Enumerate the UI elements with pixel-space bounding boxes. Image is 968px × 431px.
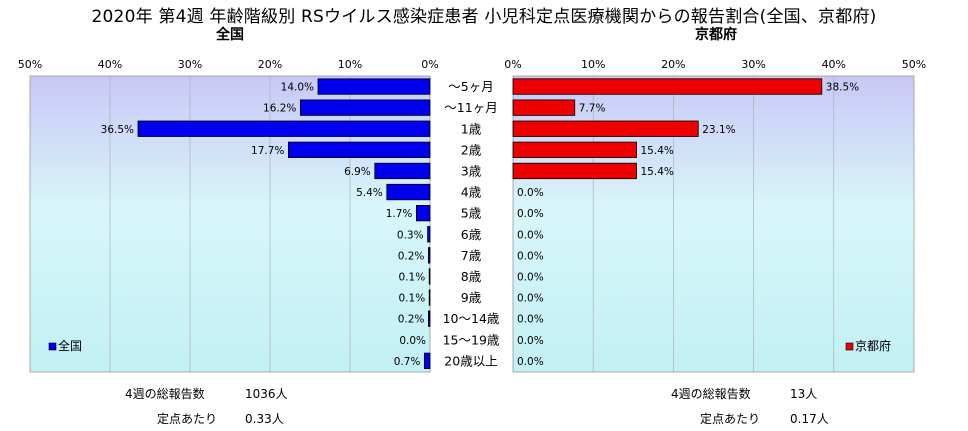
kyoto-tick-label: 40%: [822, 58, 846, 71]
category-label: 15～19歳: [443, 332, 500, 347]
national-bar: [427, 310, 431, 327]
national-bar: [423, 352, 431, 370]
category-label: 20歳以上: [444, 353, 497, 368]
kyoto-tick-label: 0%: [504, 58, 521, 71]
national-bar: [427, 226, 431, 243]
kyoto-plot-area: [512, 75, 915, 373]
national-tick-label: 20%: [258, 58, 282, 71]
national-per-value: 0.33人: [245, 412, 284, 426]
kyoto-total-value: 13人: [790, 387, 818, 401]
category-label: 10～14歳: [443, 311, 500, 326]
national-value-label: 17.7%: [251, 145, 284, 157]
category-label: 1歳: [461, 121, 482, 136]
national-bar: [386, 183, 431, 201]
national-legend-swatch: [48, 342, 57, 351]
category-label: 4歳: [461, 185, 482, 200]
kyoto-value-label: 7.7%: [579, 103, 606, 115]
category-label: 9歳: [461, 290, 482, 305]
kyoto-legend-swatch: [845, 342, 854, 351]
category-label: ～5ヶ月: [448, 79, 493, 94]
national-bar: [428, 268, 431, 285]
national-value-label: 36.5%: [101, 124, 134, 136]
kyoto-bar: [512, 162, 637, 180]
national-bar: [374, 162, 431, 180]
national-value-label: 0.7%: [394, 356, 421, 368]
kyoto-value-label: 23.1%: [702, 124, 735, 136]
kyoto-value-label: 15.4%: [641, 145, 674, 157]
national-value-label: 0.1%: [399, 293, 426, 305]
national-value-label: 0.3%: [397, 229, 424, 241]
kyoto-value-label: 38.5%: [826, 82, 859, 94]
kyoto-per-label: 定点あたり: [700, 412, 761, 426]
kyoto-value-label: 0.0%: [517, 314, 544, 326]
kyoto-value-label: 0.0%: [517, 208, 544, 220]
kyoto-tick-label: 30%: [741, 58, 765, 71]
national-bar: [317, 78, 431, 95]
kyoto-bar: [512, 78, 823, 95]
national-panel-title: 全国: [216, 27, 244, 43]
national-legend-label: 全国: [58, 338, 82, 353]
kyoto-value-label: 0.0%: [517, 187, 544, 199]
national-bar: [299, 99, 431, 116]
national-bar: [415, 204, 431, 222]
national-value-label: 5.4%: [356, 187, 383, 199]
kyoto-value-label: 15.4%: [641, 166, 674, 178]
category-label: 2歳: [461, 142, 482, 157]
kyoto-total-label: 4週の総報告数: [671, 387, 751, 401]
category-label: 7歳: [461, 248, 482, 263]
kyoto-bar: [512, 141, 637, 159]
kyoto-tick-label: 10%: [581, 58, 605, 71]
national-tick-label: 10%: [338, 58, 362, 71]
category-label: ～11ヶ月: [444, 100, 497, 115]
kyoto-panel-title: 京都府: [695, 27, 737, 43]
national-value-label: 0.2%: [398, 314, 425, 326]
national-bar: [427, 247, 431, 264]
kyoto-value-label: 0.0%: [517, 250, 544, 262]
national-tick-label: 30%: [178, 58, 202, 71]
national-tick-label: 50%: [18, 58, 42, 71]
kyoto-per-value: 0.17人: [790, 412, 829, 426]
national-value-label: 0.1%: [399, 271, 426, 283]
national-bar: [287, 141, 431, 159]
national-tick-label: 40%: [98, 58, 122, 71]
kyoto-value-label: 0.0%: [517, 335, 544, 347]
kyoto-value-label: 0.0%: [517, 356, 544, 368]
kyoto-value-label: 0.0%: [517, 293, 544, 305]
national-value-label: 1.7%: [386, 208, 413, 220]
kyoto-tick-label: 50%: [902, 58, 926, 71]
national-total-value: 1036人: [245, 387, 288, 401]
national-tick-label: 0%: [421, 58, 438, 71]
national-value-label: 16.2%: [263, 103, 296, 115]
kyoto-value-label: 0.0%: [517, 271, 544, 283]
chart-title: 2020年 第4週 年齢階級別 RSウイルス感染症患者 小児科定点医療機関からの…: [91, 7, 877, 27]
kyoto-value-label: 0.0%: [517, 229, 544, 241]
kyoto-bar: [512, 99, 576, 116]
national-per-label: 定点あたり: [157, 412, 218, 426]
category-label: 6歳: [461, 227, 482, 242]
national-plot-area: [29, 75, 431, 373]
national-value-label: 6.9%: [344, 166, 371, 178]
national-bar: [428, 289, 431, 306]
national-value-label: 0.2%: [398, 250, 425, 262]
category-label: 5歳: [461, 206, 482, 221]
national-total-label: 4週の総報告数: [125, 387, 205, 401]
national-bar: [137, 120, 431, 137]
category-label: 8歳: [461, 269, 482, 284]
national-value-label: 14.0%: [281, 82, 314, 94]
kyoto-bar: [512, 120, 699, 137]
kyoto-tick-label: 20%: [661, 58, 685, 71]
kyoto-legend-label: 京都府: [855, 338, 891, 353]
category-label: 3歳: [461, 163, 482, 178]
national-value-label: 0.0%: [399, 335, 426, 347]
